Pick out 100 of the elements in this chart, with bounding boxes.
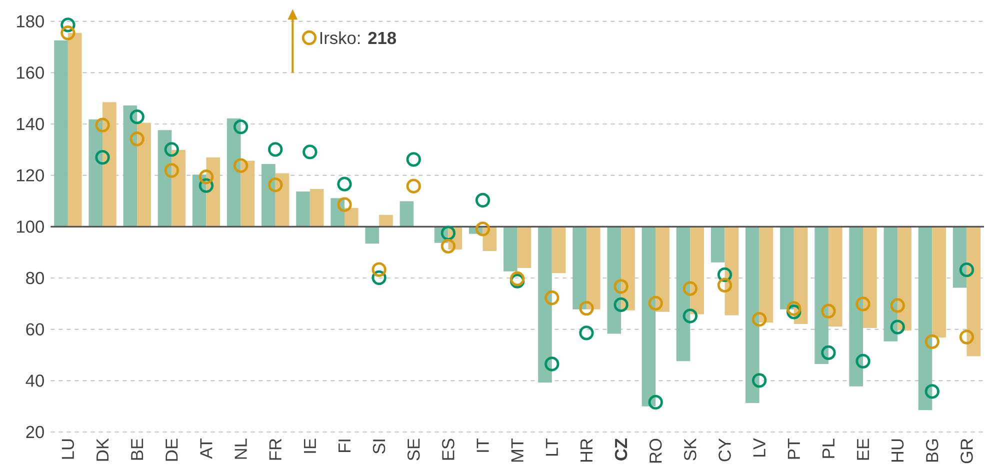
point: [924, 384, 940, 399]
bar: [68, 32, 82, 227]
bar: [898, 226, 912, 331]
bar: [586, 226, 600, 310]
bar: [676, 226, 690, 362]
bar: [966, 226, 981, 356]
y-tick-label: 20: [26, 426, 44, 438]
bar: [137, 122, 151, 227]
point: [130, 132, 144, 146]
bar: [952, 226, 967, 288]
point: [164, 142, 179, 157]
bar: [365, 226, 380, 244]
bar: [780, 226, 794, 310]
bar: [918, 226, 932, 410]
point: [682, 308, 698, 324]
bar: [172, 150, 186, 227]
bar: [344, 208, 358, 227]
point: [337, 197, 352, 212]
bar: [642, 226, 656, 406]
bar: [656, 226, 670, 312]
x-tick-label: NL: [234, 438, 247, 459]
bar: [262, 164, 276, 227]
x-tick-label: LU: [62, 439, 74, 459]
point: [440, 226, 456, 240]
y-tick-label: 180: [17, 15, 44, 28]
point: [752, 373, 767, 388]
point: [406, 178, 421, 194]
point: [821, 345, 836, 360]
bar: [226, 118, 241, 227]
point: [579, 300, 594, 316]
point: [164, 163, 179, 178]
x-tick-label: SK: [684, 438, 696, 460]
point: [717, 278, 732, 293]
x-tick-label: LV: [753, 438, 766, 457]
point: [60, 18, 76, 32]
point: [924, 334, 940, 349]
bar: [759, 226, 774, 323]
point: [95, 150, 110, 165]
point: [648, 296, 663, 310]
bar: [296, 192, 310, 227]
point: [198, 170, 214, 184]
point: [579, 326, 594, 340]
point: [959, 330, 974, 344]
x-tick-label: AT: [200, 438, 212, 459]
x-tick-label: BE: [131, 438, 144, 460]
bar: [310, 188, 324, 227]
x-tick-label: IT: [476, 438, 489, 452]
x-tick-label: HU: [892, 439, 904, 462]
bar: [54, 40, 68, 227]
bar: [690, 226, 704, 314]
point: [717, 267, 732, 282]
x-tick-label: BG: [926, 439, 938, 462]
x-tick-label: HR: [580, 438, 592, 462]
point: [475, 192, 490, 208]
x-tick-label: PL: [822, 438, 834, 458]
bar: [849, 226, 864, 386]
bar: [552, 226, 566, 274]
x-tick-label: MT: [511, 438, 524, 462]
bar: [745, 226, 760, 403]
bar: [275, 173, 290, 227]
point: [268, 142, 283, 157]
x-tick-label: SI: [372, 440, 386, 454]
point: [856, 296, 870, 312]
x-tick-label: GR: [960, 438, 973, 464]
point: [648, 394, 663, 410]
point: [60, 26, 76, 40]
x-tick-label: SE: [407, 438, 420, 460]
bar: [400, 201, 414, 227]
x-tick-label: IE: [304, 438, 316, 453]
bar: [538, 226, 552, 382]
x-tick-label: LT: [546, 438, 558, 456]
point: [440, 238, 456, 254]
x-tick-label: DK: [96, 438, 108, 461]
bar: [932, 226, 946, 338]
bar: [621, 226, 635, 310]
point: [890, 320, 905, 334]
bar: [517, 226, 532, 268]
bar: [88, 119, 103, 227]
x-tick-label: PT: [788, 438, 800, 459]
point: [786, 304, 802, 320]
point: [544, 290, 560, 306]
point: [268, 178, 283, 192]
point: [302, 144, 318, 160]
bar: [724, 226, 739, 316]
point: [544, 356, 560, 372]
point: [475, 222, 490, 236]
point: [821, 304, 836, 318]
point: [752, 312, 767, 327]
x-tick-label: DE: [166, 438, 178, 461]
point: [233, 158, 248, 173]
bar: [710, 226, 725, 262]
bar: [102, 102, 116, 227]
y-tick-label: 100: [17, 220, 44, 233]
x-tick-label: FR: [269, 438, 282, 460]
x-tick-label: EE: [857, 438, 869, 460]
point: [786, 301, 802, 316]
y-tick-label: 140: [17, 118, 44, 130]
bar: [794, 226, 808, 324]
bar: [123, 106, 138, 227]
annotation: Irsko: 218: [320, 31, 396, 44]
